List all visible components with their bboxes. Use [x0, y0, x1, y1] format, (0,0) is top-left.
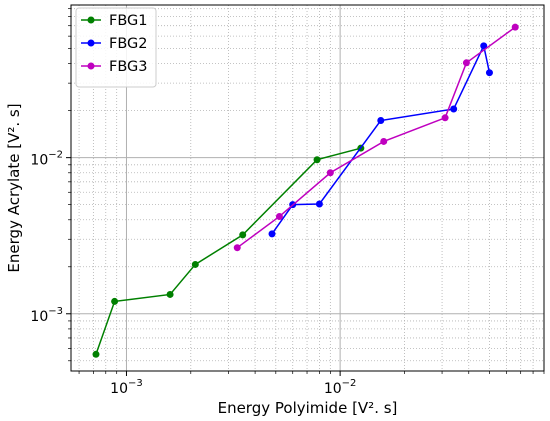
legend-box: [75, 7, 157, 88]
data-point: [380, 137, 388, 145]
data-point: [450, 105, 458, 113]
y-tick-label: 10−2: [30, 150, 63, 169]
data-point: [275, 212, 283, 220]
legend-swatch-marker: [87, 62, 95, 70]
data-point: [191, 260, 199, 268]
data-point: [326, 169, 334, 177]
data-point: [377, 116, 385, 124]
legend-label: FBG2: [109, 36, 148, 52]
data-point: [111, 297, 119, 305]
x-tick-label: 10−3: [110, 378, 143, 397]
legend-swatch-marker: [87, 16, 95, 24]
legend: FBG1 FBG2 FBG3: [75, 7, 157, 88]
legend-label: FBG3: [109, 59, 148, 75]
data-point: [239, 231, 247, 239]
series-layer: [92, 23, 519, 358]
data-point: [462, 59, 470, 67]
y-tick-label: 10−3: [30, 306, 63, 325]
legend-label: FBG1: [109, 13, 148, 29]
plot-area-frame: [70, 4, 545, 372]
x-tick-label: 10−2: [324, 378, 357, 397]
legend-swatch-marker: [87, 39, 95, 47]
data-point: [485, 69, 493, 77]
data-point: [92, 350, 100, 358]
data-point: [511, 23, 519, 31]
data-point: [166, 290, 174, 298]
axis-ticks: 10−3 10−2 10−3 10−2: [30, 8, 545, 397]
data-point: [441, 114, 449, 122]
series-fbg3: [233, 23, 519, 252]
data-point: [315, 200, 323, 208]
data-point: [313, 156, 321, 164]
data-point: [480, 42, 488, 50]
x-axis-label: Energy Polyimide [V². s]: [218, 399, 398, 417]
data-point: [233, 244, 241, 252]
y-axis-label: Energy Acrylate [V². s]: [5, 103, 23, 272]
series-fbg1: [92, 144, 365, 358]
data-point: [268, 230, 276, 238]
